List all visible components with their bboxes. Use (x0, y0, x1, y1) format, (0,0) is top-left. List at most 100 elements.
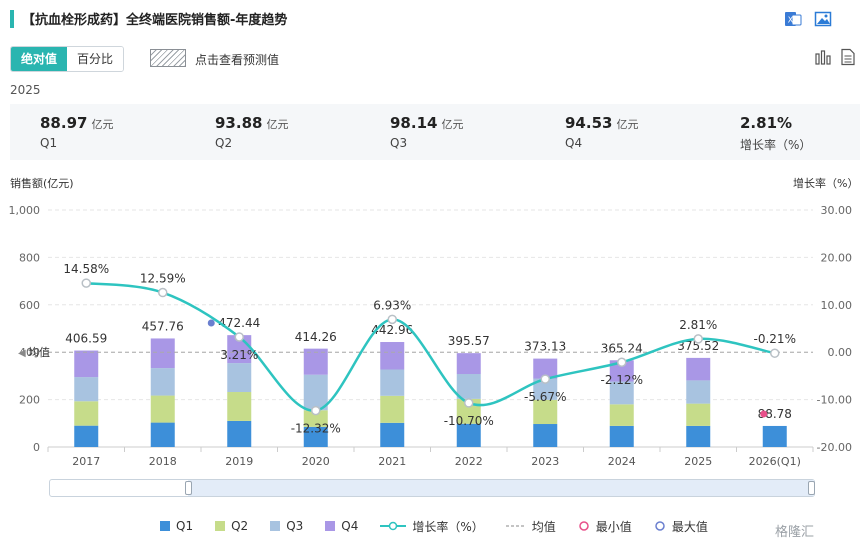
summary-value: 94.53 (565, 114, 613, 132)
growth-point (617, 357, 627, 367)
y-tick-label: 200 (19, 394, 40, 407)
legend-item-q4[interactable]: Q4 (325, 519, 358, 533)
bar-total-label: 406.59 (65, 332, 107, 346)
summary-label: Q2 (215, 136, 233, 150)
image-icon[interactable] (814, 10, 832, 28)
legend-label: Q4 (341, 519, 359, 533)
bar-q3 (227, 363, 252, 393)
legend-swatch (215, 521, 226, 531)
bar-total-label: 365.24 (601, 341, 643, 355)
summary-value: 2.81% (740, 114, 793, 132)
legend-item-growth[interactable]: 增长率（%） (380, 518, 484, 535)
growth-label: 12.59% (140, 272, 186, 286)
legend-item-q3[interactable]: Q3 (270, 519, 303, 533)
y2-tick-label: 30.00 (821, 204, 853, 217)
range-slider-right-handle[interactable] (808, 481, 815, 495)
x-tick-label: 2021 (378, 455, 406, 468)
x-tick-label: 2017 (72, 455, 100, 468)
growth-point (540, 374, 550, 384)
x-tick-label: 2018 (149, 455, 177, 468)
bar-q1 (74, 425, 99, 447)
bar-q3 (74, 377, 99, 402)
y2-tick-label: -20.00 (817, 441, 852, 454)
legend-label: 均值 (531, 519, 556, 534)
bar-q3 (533, 378, 558, 400)
y-tick-label: 0 (33, 441, 40, 454)
bar-q3 (609, 381, 634, 405)
bar-q2 (150, 395, 175, 423)
title-accent-bar (10, 10, 14, 28)
chart-legend: Q1 Q2 Q3 Q4 增长率（%） 均值 最小值 最大值 (160, 517, 730, 535)
summary-label: Q4 (565, 136, 583, 150)
bar-q1 (303, 426, 328, 447)
bar-total-label: 442.96 (371, 323, 413, 337)
legend-item-mean[interactable]: 均值 (505, 518, 556, 535)
bar-q4 (74, 350, 99, 378)
bar-q3 (456, 374, 481, 399)
bar-q2 (74, 401, 99, 426)
summary-panel: 88.97 亿元 Q1 93.88 亿元 Q2 98.14 亿元 Q3 94.53 亿元… (10, 104, 860, 160)
growth-label: -5.67% (524, 390, 566, 404)
bar-q1 (456, 423, 481, 447)
right-axis-title: 增长率（%） (793, 177, 859, 190)
summary-unit: 亿元 (616, 118, 639, 131)
legend-item-q2[interactable]: Q2 (215, 519, 248, 533)
legend-swatch (160, 521, 170, 531)
chart-title: 【抗血栓形成药】全终端医院销售额-年度趋势 (22, 13, 288, 28)
x-tick-label: 2026(Q1) (749, 455, 801, 468)
bar-total-label: 472.44 (218, 316, 260, 330)
bar-q4 (380, 342, 405, 370)
bar-q4 (533, 358, 558, 379)
summary-unit: 亿元 (441, 118, 464, 131)
y-tick-label: 400 (19, 346, 40, 359)
range-slider-selection[interactable] (188, 480, 814, 496)
absolute-value-button[interactable]: 绝对值 (11, 47, 68, 71)
percent-button[interactable]: 百分比 (67, 47, 124, 71)
left-axis-title: 销售额(亿元) (10, 177, 74, 190)
legend-label: 最大值 (671, 519, 708, 534)
excel-icon[interactable]: X (784, 10, 802, 28)
y2-tick-label: -10.00 (817, 394, 852, 407)
growth-point (770, 348, 780, 358)
range-slider[interactable] (49, 479, 815, 497)
growth-line (86, 281, 775, 412)
bar-q3 (303, 374, 328, 411)
bar-total-label: 395.57 (448, 334, 490, 348)
bar-q4 (609, 360, 634, 382)
bar-q3 (150, 368, 175, 396)
bar-q4 (150, 338, 175, 369)
bar-q1 (227, 420, 252, 447)
y2-tick-label: 20.00 (821, 251, 853, 264)
svg-text:X: X (788, 16, 794, 25)
summary-item-q3: 98.14 亿元 Q3 (390, 104, 463, 150)
range-slider-left-handle[interactable] (185, 481, 192, 495)
predict-toggle-swatch[interactable] (150, 49, 186, 67)
bar-q1 (762, 425, 787, 447)
y2-tick-label: 0.00 (828, 346, 853, 359)
legend-item-q1[interactable]: Q1 (160, 519, 193, 533)
legend-swatch (325, 521, 336, 531)
bar-q2 (609, 404, 634, 426)
bar-chart-icon[interactable] (814, 48, 832, 66)
summary-label: Q3 (390, 136, 408, 150)
min-marker-swatch (579, 521, 589, 531)
value-mode-toggle: 绝对值 百分比 (10, 46, 125, 72)
summary-value: 88.97 (40, 114, 88, 132)
mean-line-swatch (505, 525, 526, 527)
legend-label: Q3 (286, 519, 304, 533)
summary-value: 98.14 (390, 114, 438, 132)
legend-swatch (270, 521, 281, 531)
legend-item-max[interactable]: 最大值 (654, 518, 708, 535)
summary-year: 2025 (10, 83, 41, 97)
bar-total-label: 373.13 (524, 340, 566, 354)
bar-q1 (380, 422, 405, 447)
bar-q1 (150, 422, 175, 447)
summary-item-q1: 88.97 亿元 Q1 (40, 104, 113, 150)
watermark-logo: 格隆汇 (775, 525, 815, 540)
document-icon[interactable] (839, 48, 857, 66)
legend-item-min[interactable]: 最小值 (578, 518, 632, 535)
bar-q2 (380, 395, 405, 423)
bar-q1 (686, 425, 711, 447)
x-tick-label: 2020 (302, 455, 330, 468)
predict-toggle-label[interactable]: 点击查看预测值 (195, 53, 280, 67)
